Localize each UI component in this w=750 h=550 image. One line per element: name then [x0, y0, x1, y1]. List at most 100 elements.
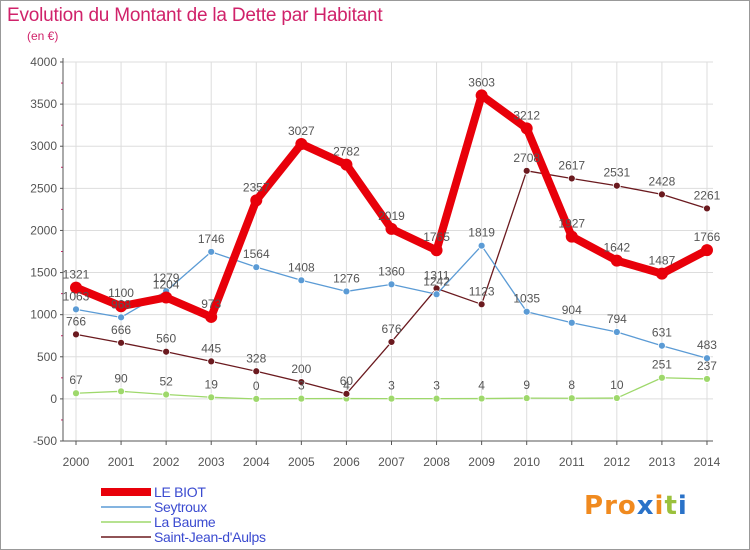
data-point: [612, 328, 621, 336]
legend: LE BIOT Seytroux La Baume Saint-Jean-d'A…: [101, 484, 341, 545]
data-label: 3603: [468, 75, 495, 89]
data-label: 676: [381, 322, 401, 336]
logo-letter: i: [654, 491, 665, 521]
data-label: 3: [298, 379, 305, 393]
data-label: 2782: [333, 145, 360, 159]
data-label: 1123: [469, 284, 495, 298]
data-label: 1766: [694, 230, 721, 244]
data-label: 1819: [468, 226, 495, 240]
proxiti-logo: Proxiti: [584, 491, 688, 521]
data-point: [522, 307, 531, 316]
legend-label: LE BIOT: [154, 484, 206, 500]
data-label: 2617: [558, 158, 585, 172]
y-tick-label: -500: [33, 434, 57, 448]
x-tick-label: 2013: [649, 455, 676, 469]
data-point: [522, 394, 531, 403]
data-label: 1487: [649, 254, 676, 268]
x-tick-label: 2006: [333, 455, 360, 469]
data-point: [387, 338, 396, 346]
legend-label: Saint-Jean-d'Aulps: [154, 529, 266, 545]
y-tick-label: 2500: [30, 181, 57, 195]
legend-item-le-biot: LE BIOT: [101, 484, 341, 500]
data-label: 1642: [603, 241, 630, 255]
data-label: 560: [156, 332, 176, 346]
data-label: 1276: [333, 271, 360, 285]
data-point: [567, 394, 576, 403]
data-label: 1242: [423, 274, 450, 288]
data-point: [250, 194, 263, 207]
data-point: [612, 394, 621, 402]
data-label: 794: [607, 312, 627, 326]
data-point: [565, 230, 578, 243]
data-point: [297, 378, 306, 386]
data-label: 200: [291, 362, 311, 376]
axes: 40003500300025002000150010005000-5002000…: [30, 55, 720, 469]
data-point: [700, 244, 713, 257]
data-label: 328: [246, 351, 266, 365]
data-label: 968: [111, 297, 131, 311]
data-point: [432, 394, 441, 403]
data-label: 1408: [288, 260, 315, 274]
data-label: 1063: [63, 289, 90, 303]
data-point: [295, 137, 308, 150]
data-point: [72, 330, 80, 339]
data-label: 8: [568, 378, 575, 392]
data-point: [385, 222, 398, 235]
y-tick-label: 2000: [30, 223, 57, 237]
data-point: [703, 354, 711, 363]
legend-label: Seytroux: [154, 499, 207, 515]
data-point: [610, 254, 623, 267]
data-label: 60: [340, 374, 354, 388]
logo-letter: t: [664, 491, 678, 521]
data-label: 666: [111, 323, 131, 337]
data-point: [252, 394, 261, 403]
data-point: [342, 287, 351, 296]
data-point: [567, 318, 576, 327]
data-point: [612, 181, 621, 190]
data-label: 2428: [649, 174, 676, 188]
data-point: [520, 122, 533, 135]
data-point: [72, 389, 80, 398]
data-point: [658, 341, 666, 350]
chart-title: Evolution du Montant de la Dette par Hab…: [7, 5, 383, 26]
data-point: [477, 300, 486, 309]
logo-letter: P: [584, 491, 605, 521]
data-point: [387, 280, 396, 289]
data-point: [207, 357, 216, 366]
logo-letter: x: [636, 491, 655, 521]
data-point: [703, 204, 711, 213]
data-point: [430, 244, 443, 257]
data-point: [117, 387, 125, 396]
legend-swatch: [101, 488, 151, 496]
data-label: 237: [697, 359, 717, 373]
y-tick-label: 1500: [30, 266, 57, 280]
data-label: 1927: [558, 217, 585, 231]
data-point: [475, 89, 488, 102]
legend-swatch: [101, 506, 151, 508]
x-tick-label: 2014: [694, 455, 721, 469]
x-tick-label: 2012: [603, 455, 630, 469]
data-label: 9: [523, 378, 530, 392]
data-label: 90: [114, 371, 128, 385]
data-point: [522, 166, 531, 175]
data-point: [703, 375, 711, 383]
x-tick-label: 2011: [559, 455, 585, 469]
data-label: 1100: [108, 286, 134, 300]
data-label: 1279: [153, 271, 180, 285]
series-group: [70, 89, 713, 403]
legend-item-saint-jean-d-aulps: Saint-Jean-d'Aulps: [101, 529, 341, 545]
data-label: 1321: [63, 268, 90, 282]
data-point: [162, 347, 171, 356]
data-label: 67: [69, 373, 83, 387]
data-label: 3212: [513, 108, 540, 122]
data-point: [477, 241, 486, 250]
y-tick-label: 500: [37, 350, 57, 364]
data-label: 1746: [198, 232, 225, 246]
data-label: 766: [66, 314, 86, 328]
data-point: [297, 276, 306, 285]
data-point: [162, 390, 171, 399]
data-point: [340, 158, 353, 171]
data-point: [252, 263, 261, 272]
data-label: 2531: [603, 166, 630, 180]
x-tick-label: 2002: [153, 455, 180, 469]
